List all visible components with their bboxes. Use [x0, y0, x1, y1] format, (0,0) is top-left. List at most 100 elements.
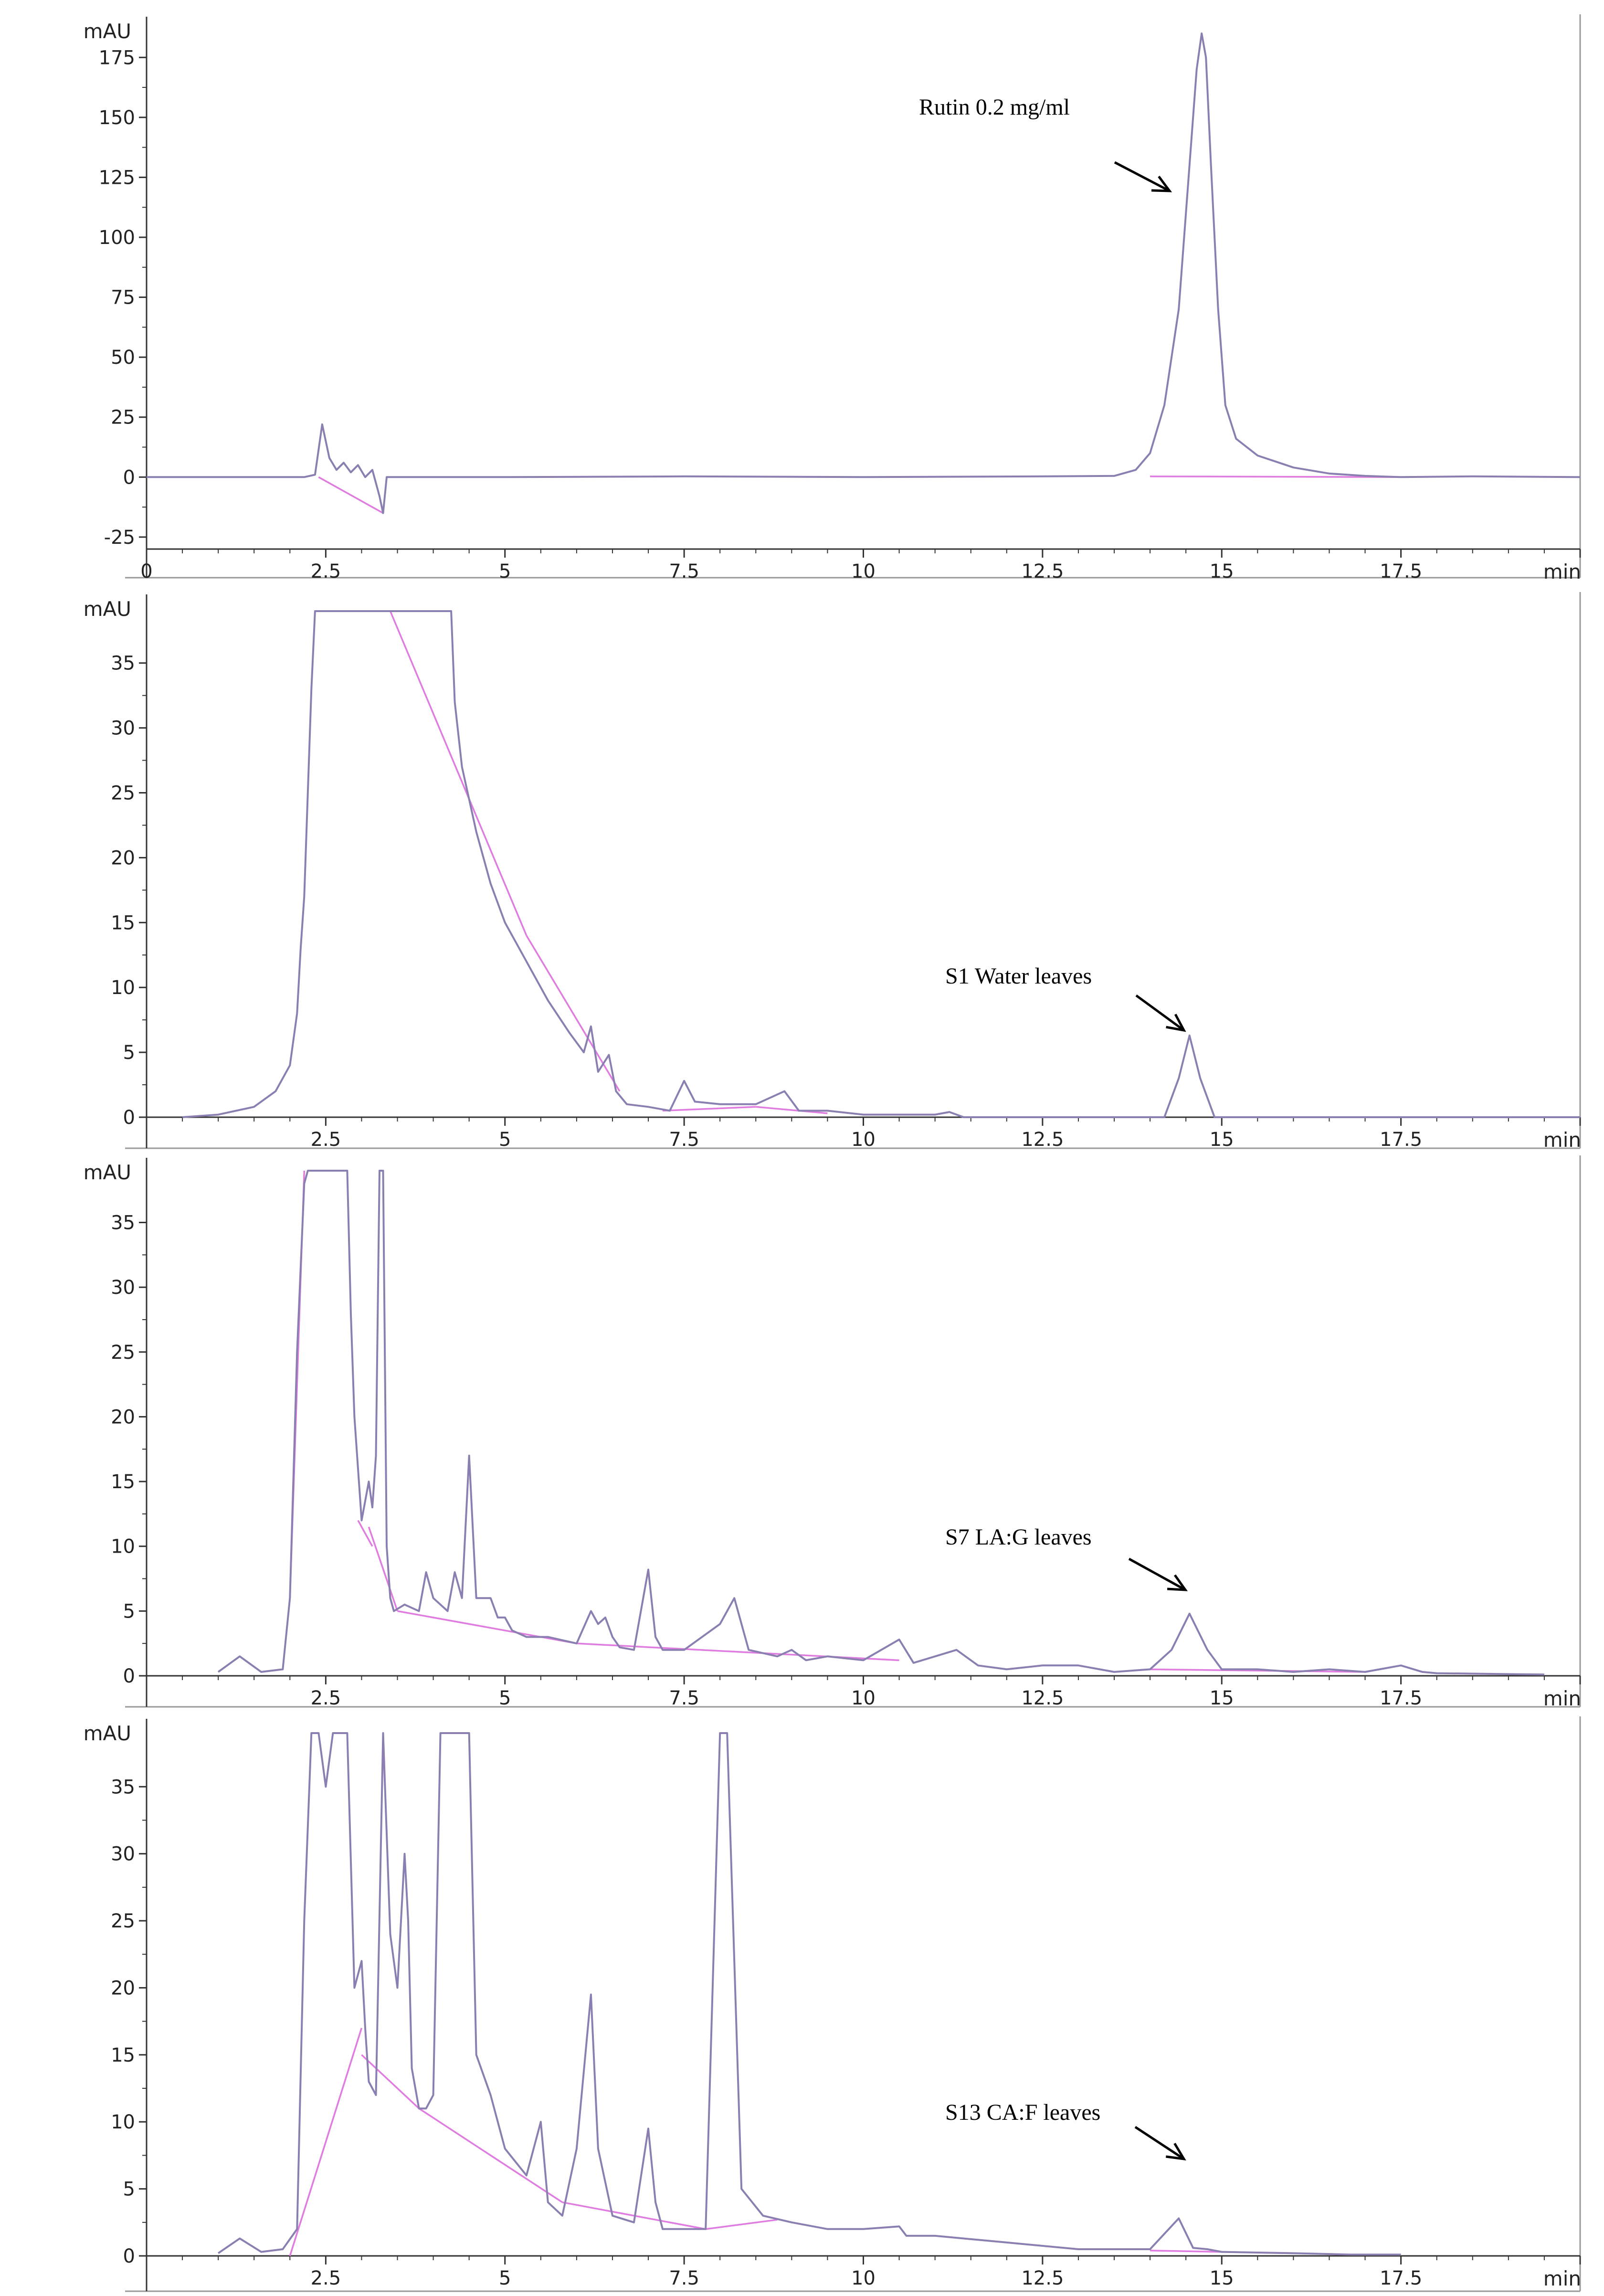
arrow-shaft — [1114, 161, 1171, 192]
x-tick-label: 12.5 — [1021, 561, 1064, 582]
y-tick-label: 100 — [99, 227, 135, 249]
y-tick-label: 25 — [111, 1342, 135, 1364]
x-tick-label: 17.5 — [1380, 1687, 1422, 1709]
x-tick-label: 12.5 — [1021, 1129, 1064, 1151]
y-tick-label: 125 — [99, 167, 135, 189]
x-axis-unit: min — [1543, 560, 1581, 583]
x-tick-label: 7.5 — [669, 1687, 699, 1709]
peak-annotation: S7 LA:G leaves — [945, 1524, 1092, 1550]
chromatogram-trace — [217, 1732, 1401, 2256]
x-tick-label: 7.5 — [669, 561, 699, 582]
x-tick-label: 7.5 — [669, 1129, 699, 1151]
baseline-segment — [576, 1642, 899, 1661]
y-tick-label: 30 — [111, 1277, 135, 1299]
x-tick-label: 17.5 — [1380, 561, 1422, 582]
x-tick-label: 12.5 — [1021, 1687, 1064, 1709]
y-tick-label: 35 — [111, 1776, 135, 1798]
baseline-segment — [318, 476, 384, 514]
y-tick-label: 75 — [111, 287, 135, 309]
panel-s7-la-g-leaves: 0 5 10 15 20 25 30 35 mAU 2.5 5 7.5 10 12.5 15 17.5 min S… — [84, 1155, 1581, 1710]
x-tick-label: 17.5 — [1380, 1129, 1422, 1151]
x-tick-label: 2.5 — [311, 561, 341, 582]
x-axis-unit: min — [1543, 1687, 1581, 1710]
x-tick-label: 10 — [851, 561, 876, 582]
y-tick-label: 15 — [111, 1471, 135, 1493]
arrow-icon — [1151, 176, 1172, 192]
y-tick-label: 0 — [123, 1665, 135, 1687]
y-tick-label: 5 — [123, 2179, 135, 2201]
arrow-shaft — [1128, 1557, 1186, 1591]
baseline-segment — [562, 2201, 706, 2230]
y-tick-label: 150 — [99, 107, 135, 129]
baseline-segment — [705, 2219, 778, 2230]
x-tick-label: 15 — [1210, 1687, 1234, 1709]
peak-annotation: S1 Water leaves — [945, 963, 1092, 989]
x-tick-label: 15 — [1210, 561, 1234, 582]
y-tick-label: 10 — [111, 1536, 135, 1558]
arrow-shaft — [1134, 2126, 1185, 2160]
peak-annotation: S13 CA:F leaves — [945, 2100, 1100, 2125]
x-axis-unit: min — [1543, 1128, 1581, 1152]
baseline-segment — [361, 2054, 420, 2109]
y-tick-label: 50 — [111, 347, 135, 369]
y-tick-label: -25 — [104, 527, 135, 549]
arrow-shaft — [1135, 994, 1185, 1032]
y-tick-label: 30 — [111, 718, 135, 740]
panel-s13-ca-f-leaves: 0 5 10 15 20 25 30 35 mAU 2.5 5 7.5 10 12.5 15 17.5 min S… — [84, 1716, 1581, 2292]
y-tick-label: 30 — [111, 1843, 135, 1865]
y-tick-label: 15 — [111, 2044, 135, 2066]
x-tick-label: 5 — [499, 1129, 511, 1151]
arrow-icon — [1165, 2143, 1186, 2161]
x-tick-label: 5 — [499, 1687, 511, 1709]
y-tick-label: 5 — [123, 1042, 135, 1064]
baseline-segment — [663, 1106, 756, 1112]
y-tick-label: 0 — [123, 1107, 135, 1129]
y-tick-label: 20 — [111, 1406, 135, 1428]
y-tick-label: 5 — [123, 1600, 135, 1622]
baseline-segment — [756, 1106, 828, 1114]
x-tick-label: 15 — [1210, 2267, 1234, 2289]
y-tick-label: 15 — [111, 912, 135, 934]
x-tick-label: 0 — [140, 561, 152, 582]
y-axis-unit: mAU — [84, 1722, 131, 1745]
y-tick-label: 10 — [111, 977, 135, 999]
chromatogram-trace — [182, 610, 1580, 1118]
y-tick-label: 35 — [111, 1212, 135, 1234]
chromatogram-trace — [147, 32, 1581, 514]
y-tick-label: 20 — [111, 847, 135, 869]
x-tick-label: 2.5 — [311, 2267, 341, 2289]
peak-annotation: Rutin 0.2 mg/ml — [919, 95, 1070, 120]
baseline-segment — [389, 611, 528, 936]
arrow-icon — [1167, 1574, 1188, 1591]
baseline-segment — [418, 2107, 563, 2203]
y-tick-label: 25 — [111, 1910, 135, 1932]
y-tick-label: 25 — [111, 407, 135, 429]
baseline-segment — [289, 2028, 363, 2256]
baseline-segment — [1150, 1668, 1365, 1673]
y-axis-unit: mAU — [84, 1161, 131, 1184]
y-tick-label: 25 — [111, 783, 135, 804]
y-tick-label: 0 — [123, 2245, 135, 2267]
x-tick-label: 2.5 — [311, 1687, 341, 1709]
x-tick-label: 7.5 — [669, 2267, 699, 2289]
y-tick-label: 10 — [111, 2111, 135, 2133]
baseline-segment — [397, 1610, 577, 1644]
y-tick-label: 20 — [111, 1977, 135, 1999]
baseline-segment — [368, 1526, 399, 1611]
x-tick-label: 10 — [851, 1687, 876, 1709]
y-axis-unit: mAU — [84, 20, 131, 43]
y-tick-label: 175 — [99, 47, 135, 69]
x-tick-label: 12.5 — [1021, 2267, 1064, 2289]
baseline-segment — [526, 935, 621, 1092]
x-tick-label: 2.5 — [311, 1129, 341, 1151]
x-tick-label: 5 — [499, 2267, 511, 2289]
baseline-segment — [357, 1520, 373, 1547]
chromatogram-trace — [217, 1170, 1544, 1676]
y-tick-label: 0 — [123, 466, 135, 488]
x-tick-label: 10 — [851, 1129, 876, 1151]
x-tick-label: 17.5 — [1380, 2267, 1422, 2289]
x-axis-unit: min — [1543, 2267, 1581, 2290]
panel-s1-water-leaves: 0 5 10 15 20 25 30 35 mAU 2.5 5 7.5 10 12.5 15 17.5 min S… — [84, 592, 1581, 1152]
y-tick-label: 35 — [111, 653, 135, 675]
